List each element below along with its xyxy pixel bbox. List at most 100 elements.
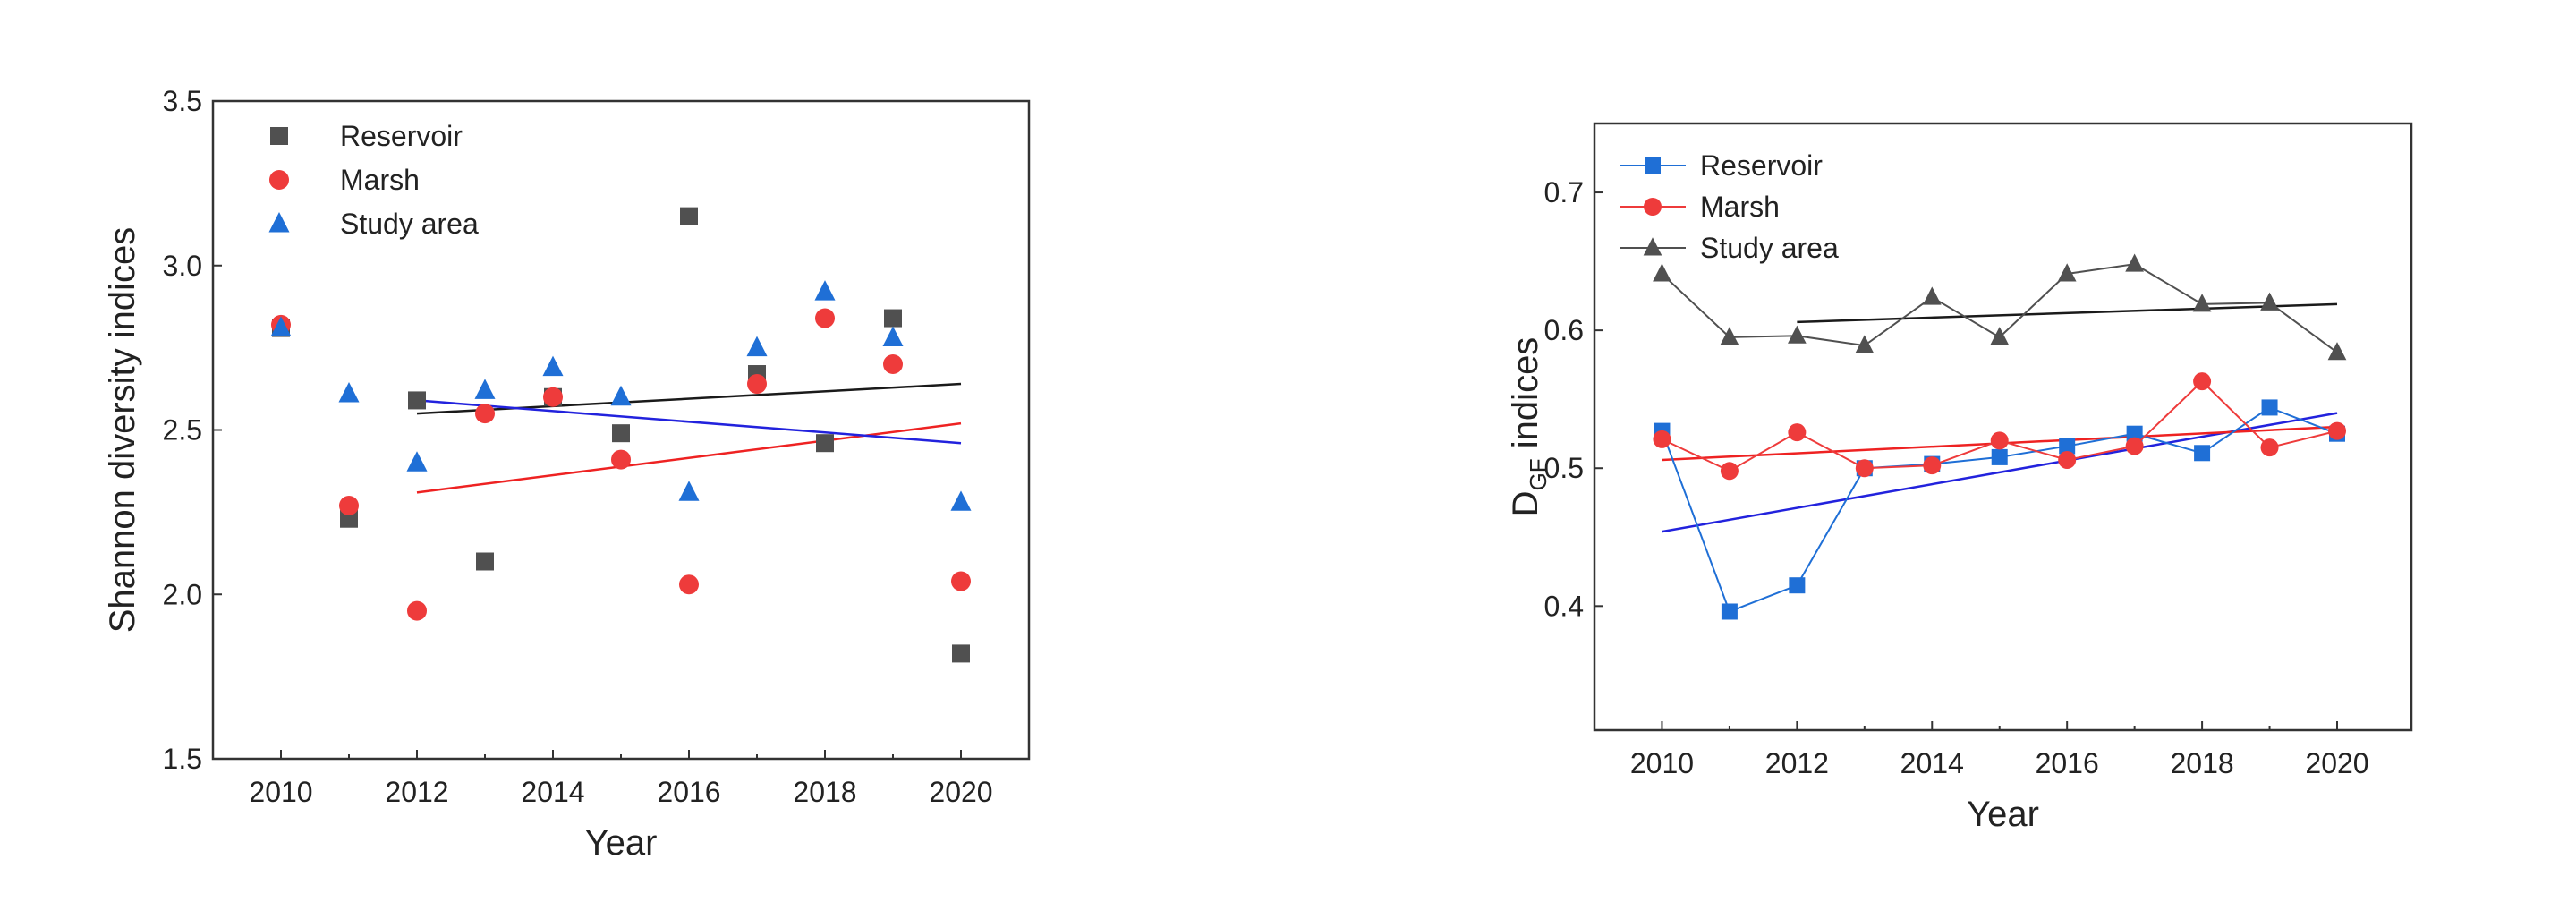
reservoir-point bbox=[408, 391, 426, 410]
study-area-point bbox=[474, 379, 496, 399]
study-area-fit-line bbox=[416, 399, 962, 445]
x-axis-title: Year bbox=[1967, 795, 2039, 834]
y-axis-title: Shannon diversity indices bbox=[103, 227, 142, 634]
study-area-point bbox=[882, 326, 904, 347]
study-area-point bbox=[542, 355, 564, 377]
legend-marsh-marker bbox=[1644, 198, 1662, 216]
study-area-point bbox=[270, 316, 292, 337]
study-area-point bbox=[1720, 327, 1739, 345]
marsh-point bbox=[679, 574, 699, 595]
legend-marsh-label: Marsh bbox=[340, 164, 420, 196]
study-area-point bbox=[746, 336, 768, 357]
reservoir-point bbox=[612, 424, 630, 443]
marsh-point bbox=[475, 404, 495, 424]
marsh-point bbox=[1990, 431, 2009, 450]
x-tick-label: 2014 bbox=[521, 776, 584, 808]
legend-marsh-marker bbox=[269, 170, 289, 190]
legend: Reservoir Marsh Study area bbox=[1620, 149, 1839, 264]
reservoir-point bbox=[1789, 577, 1806, 594]
marsh-point bbox=[1653, 430, 1671, 448]
x-tick-label: 2012 bbox=[385, 776, 448, 808]
y-tick-label: 0.7 bbox=[1544, 176, 1584, 208]
y-tick-label: 0.4 bbox=[1544, 590, 1584, 622]
y-tick-label: 0.6 bbox=[1544, 314, 1584, 346]
study-area-point bbox=[678, 481, 700, 501]
x-tick-label: 2014 bbox=[1900, 747, 1964, 779]
reservoir-point bbox=[1991, 448, 2008, 465]
study-area-point bbox=[1855, 335, 1875, 353]
marsh-point bbox=[2125, 437, 2144, 455]
study-area-point bbox=[2260, 292, 2279, 311]
legend: Reservoir Marsh Study area bbox=[268, 120, 479, 240]
x-tick-label: 2010 bbox=[249, 776, 312, 808]
reservoir-point bbox=[816, 434, 834, 453]
reservoir-fit-line bbox=[416, 382, 962, 415]
y-tick-label: 2.0 bbox=[163, 578, 202, 610]
marsh-point bbox=[951, 571, 971, 591]
study-area-point bbox=[1990, 327, 2010, 345]
marsh-point bbox=[2193, 372, 2212, 391]
study-area-point bbox=[610, 385, 632, 406]
study-area-fit-line bbox=[1797, 302, 2338, 324]
marsh-point bbox=[1855, 459, 1874, 478]
marsh-point bbox=[1788, 423, 1807, 442]
study-area-point bbox=[2057, 263, 2077, 282]
reservoir-point bbox=[476, 552, 494, 571]
legend-study-area-marker bbox=[268, 211, 290, 233]
plot-frame bbox=[1593, 122, 2413, 732]
marsh-point bbox=[2058, 450, 2077, 469]
marsh-point bbox=[883, 354, 903, 374]
reservoir-point bbox=[2059, 438, 2076, 455]
y-axis-title: DGF indices bbox=[1506, 337, 1552, 517]
reservoir-point bbox=[2194, 445, 2211, 462]
marsh-point bbox=[815, 308, 835, 328]
x-axis-title: Year bbox=[585, 823, 658, 863]
reservoir-point bbox=[680, 207, 698, 225]
study-area-point bbox=[406, 451, 428, 472]
marsh-point bbox=[543, 387, 563, 407]
legend-study-area-marker bbox=[1643, 237, 1662, 256]
marsh-point bbox=[339, 496, 359, 516]
marsh-point bbox=[1720, 462, 1739, 481]
y-tick-label: 0.5 bbox=[1544, 452, 1584, 484]
legend-study-area-label: Study area bbox=[340, 208, 479, 240]
x-tick-label: 2020 bbox=[2305, 747, 2368, 779]
study-area-point bbox=[1653, 263, 1671, 282]
study-area-point bbox=[2125, 253, 2144, 272]
marsh-point bbox=[2328, 421, 2346, 440]
reservoir-point bbox=[952, 644, 970, 663]
legend-reservoir-marker bbox=[1645, 157, 1661, 174]
study-area-point bbox=[338, 382, 360, 403]
x-tick-label: 2016 bbox=[657, 776, 720, 808]
legend-reservoir-marker bbox=[270, 127, 288, 145]
reservoir-point bbox=[1721, 603, 1738, 620]
marsh-point bbox=[2260, 438, 2279, 457]
shannon-diversity-chart: 2010 2012 2014 2016 2018 2020 1.5 2.0 2.5 3.0 3.5 Y… bbox=[103, 85, 1031, 863]
study-area-point bbox=[2192, 294, 2212, 312]
marsh-point bbox=[1923, 456, 1942, 475]
y-tick-label: 2.5 bbox=[163, 414, 202, 447]
y-tick-label: 3.5 bbox=[163, 85, 202, 117]
dgf-indices-chart: 2010 2012 2014 2016 2018 2020 0.4 0.5 0.6 0.7 Year… bbox=[1506, 122, 2413, 834]
legend-reservoir-label: Reservoir bbox=[1700, 149, 1823, 182]
study-area-point bbox=[1922, 286, 1942, 305]
y-tick-label: 3.0 bbox=[163, 250, 202, 282]
y-tick-label: 1.5 bbox=[163, 743, 202, 775]
x-tick-label: 2020 bbox=[929, 776, 992, 808]
x-tick-label: 2010 bbox=[1630, 747, 1694, 779]
x-tick-label: 2018 bbox=[2170, 747, 2233, 779]
study-area-point bbox=[814, 280, 836, 301]
study-area-point bbox=[950, 490, 972, 511]
x-tick-label: 2018 bbox=[793, 776, 856, 808]
marsh-point bbox=[407, 600, 427, 621]
study-area-point bbox=[2327, 342, 2347, 361]
legend-reservoir-label: Reservoir bbox=[340, 120, 463, 152]
reservoir-point bbox=[2126, 425, 2143, 442]
x-tick-label: 2016 bbox=[2036, 747, 2099, 779]
reservoir-point bbox=[2261, 399, 2278, 416]
marsh-point bbox=[747, 374, 767, 395]
legend-marsh-label: Marsh bbox=[1700, 191, 1780, 223]
x-tick-label: 2012 bbox=[1765, 747, 1829, 779]
reservoir-point bbox=[884, 309, 902, 328]
study-area-point bbox=[1788, 325, 1807, 344]
